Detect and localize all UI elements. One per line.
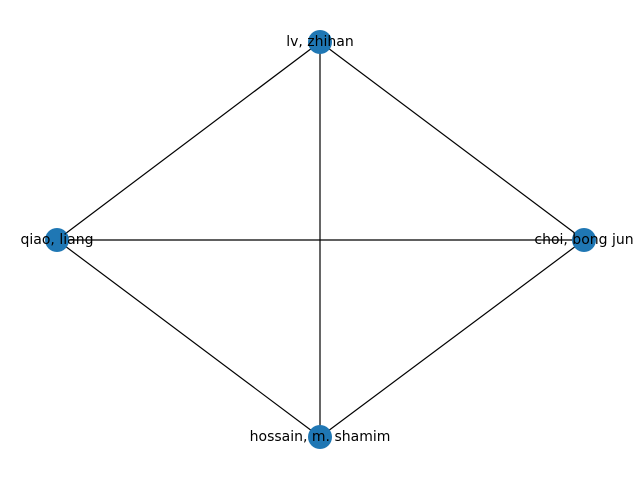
- node-label-choi: choi, bong jun: [534, 232, 633, 248]
- node-hossain: [308, 425, 332, 449]
- node-lv: [308, 30, 332, 54]
- edge-qiao-hossain: [56, 239, 321, 438]
- edge-choi-hossain: [319, 239, 585, 438]
- edges-layer: [56, 41, 585, 438]
- node-qiao: [45, 228, 69, 252]
- node-label-hossain: hossain, m. shamim: [250, 429, 391, 445]
- node-label-qiao: qiao, liang: [21, 232, 94, 248]
- edge-lv-qiao: [56, 41, 321, 241]
- node-choi: [572, 228, 596, 252]
- nodes-layer: [45, 30, 596, 449]
- node-label-lv: lv, zhihan: [286, 34, 354, 50]
- labels-layer: lv, zhihan qiao, liang choi, bong jun hossa…: [21, 34, 634, 445]
- edge-lv-choi: [319, 41, 585, 241]
